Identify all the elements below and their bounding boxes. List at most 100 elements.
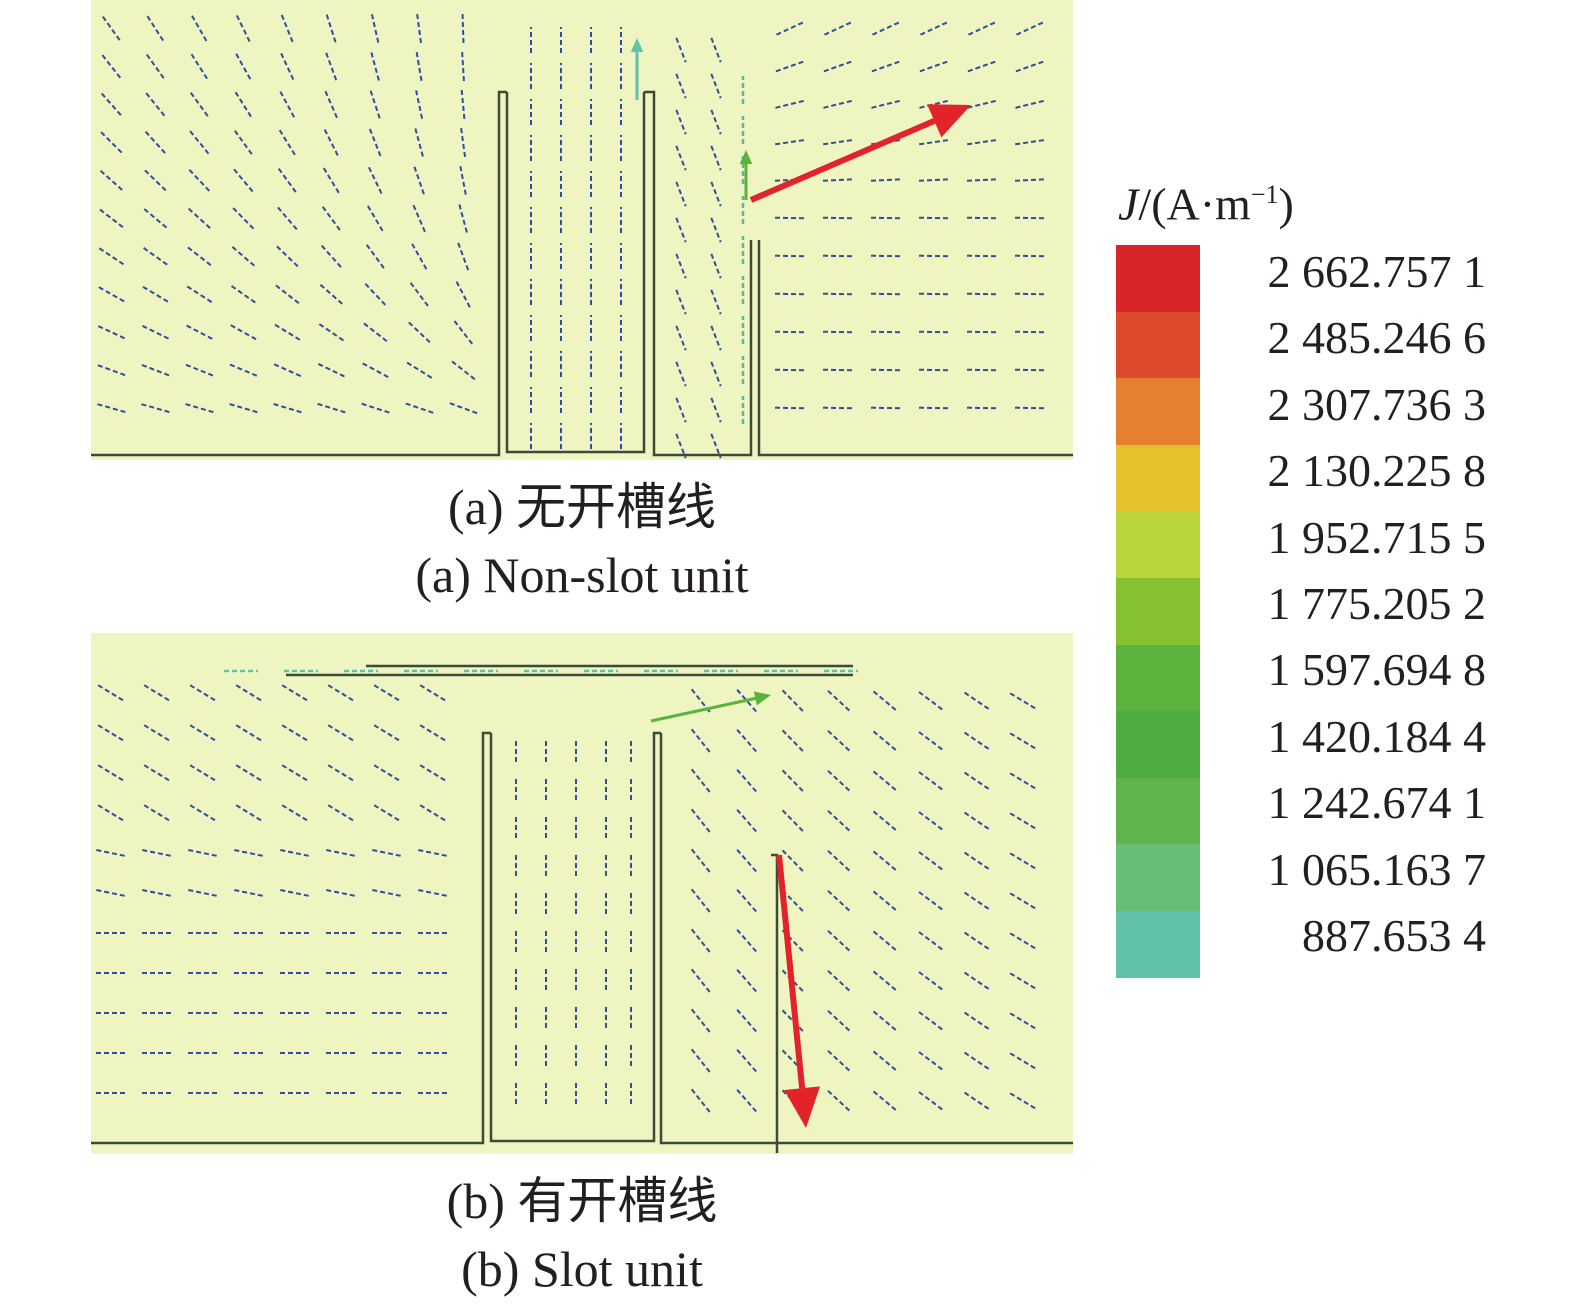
field-vector — [279, 90, 295, 118]
field-vector — [1014, 254, 1048, 258]
field-vector — [96, 324, 126, 340]
field-vector — [144, 130, 166, 154]
field-vector — [276, 205, 298, 231]
field-vector — [781, 1009, 805, 1033]
field-vector — [710, 397, 722, 423]
panel-slot-current-field — [91, 633, 1073, 1154]
colorbar — [1116, 245, 1200, 978]
field-vector — [918, 178, 952, 182]
field-vector — [412, 203, 426, 233]
field-vector — [964, 1051, 990, 1071]
vector-field-b — [96, 669, 1037, 1114]
field-vector — [710, 325, 722, 351]
colorbar-label: 1 775.205 2 — [1267, 578, 1487, 629]
field-vector — [871, 138, 903, 146]
colorbar-swatch — [1116, 511, 1200, 578]
field-vector — [822, 216, 856, 220]
field-vector — [188, 889, 218, 897]
field-vector — [775, 99, 807, 109]
field-vector — [366, 204, 384, 232]
caption-b-english: (b) Slot unit — [461, 1241, 703, 1297]
field-vector — [404, 402, 434, 414]
field-vector — [186, 246, 212, 266]
field-vector — [823, 138, 855, 146]
field-vector — [1016, 20, 1046, 36]
field-vector — [415, 51, 423, 81]
field-vector — [99, 130, 123, 154]
field-vector — [870, 330, 904, 334]
field-vector — [326, 889, 356, 897]
field-vector — [736, 809, 758, 833]
field-vector — [1009, 1052, 1037, 1070]
field-vector — [918, 811, 944, 831]
field-vector — [370, 13, 380, 43]
field-vector — [736, 1009, 758, 1033]
field-vector — [736, 729, 758, 753]
field-vector — [776, 20, 806, 36]
field-vector — [781, 769, 805, 793]
field-vector — [322, 166, 340, 194]
current-density-vector-plot-b — [91, 664, 1073, 1153]
field-vector — [918, 330, 952, 334]
field-vector — [823, 99, 855, 109]
field-vector — [275, 244, 299, 268]
field-vector — [272, 362, 302, 378]
field-vector — [1014, 406, 1048, 410]
field-vector — [966, 368, 1000, 372]
field-vector — [96, 889, 126, 897]
caption-b-chinese: (b) 有开槽线 — [446, 1173, 718, 1229]
field-vector — [966, 292, 1000, 296]
field-vector — [460, 89, 466, 119]
colorbar-swatch — [1116, 777, 1200, 845]
field-vector — [142, 849, 172, 857]
field-vector — [675, 181, 687, 207]
field-vector — [967, 138, 999, 146]
field-vector — [918, 771, 944, 791]
field-vector — [1009, 1092, 1037, 1110]
field-vector — [141, 285, 169, 303]
field-vector — [455, 280, 471, 308]
field-vector — [419, 764, 447, 782]
field-vector — [459, 165, 467, 195]
field-vector — [675, 253, 687, 279]
field-vector — [143, 764, 171, 782]
field-vector — [320, 244, 342, 268]
green-vector-head — [739, 150, 753, 164]
field-vector — [690, 968, 712, 994]
conductor-outline-a — [91, 90, 1073, 457]
field-vector — [966, 406, 1000, 410]
field-vector — [448, 401, 478, 415]
field-vector — [918, 891, 944, 911]
field-vector — [142, 207, 168, 229]
max-current-arrow-head — [927, 104, 971, 138]
field-vector — [781, 729, 805, 753]
colorbar-label: 1 597.694 8 — [1267, 644, 1487, 696]
field-vector — [273, 323, 301, 341]
field-vector — [1009, 812, 1037, 830]
field-vector — [235, 684, 263, 702]
field-vector — [827, 850, 851, 872]
field-vector — [775, 138, 807, 146]
field-vector — [230, 284, 256, 304]
colorbar-label: 2 307.736 3 — [1267, 378, 1487, 430]
field-vector — [189, 91, 209, 117]
field-vector — [918, 731, 944, 751]
field-vector — [774, 216, 808, 220]
field-vector — [966, 330, 1000, 334]
field-vector — [233, 129, 253, 155]
field-vector — [187, 207, 211, 229]
field-vector — [327, 684, 355, 702]
field-vector — [326, 849, 356, 857]
field-vector — [140, 363, 170, 377]
field-vector — [141, 324, 169, 340]
field-vector — [736, 969, 758, 993]
center-strip-right-edge — [644, 90, 753, 457]
field-vector — [372, 849, 402, 857]
field-vector — [675, 145, 687, 171]
field-vector — [142, 246, 168, 266]
field-vector — [919, 99, 951, 109]
field-vector — [675, 73, 687, 99]
field-vector — [272, 402, 302, 414]
field-vector — [97, 246, 125, 266]
field-vector — [710, 109, 722, 135]
